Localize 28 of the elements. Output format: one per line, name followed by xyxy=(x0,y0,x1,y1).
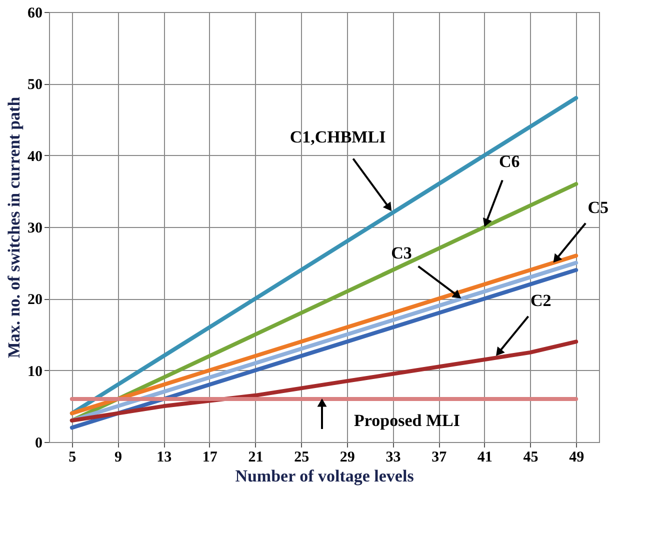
x-tick-label: 29 xyxy=(340,450,355,466)
x-tick-label: 25 xyxy=(294,450,310,466)
annotation: C3 xyxy=(391,244,412,263)
y-tick-label: 20 xyxy=(28,292,42,308)
x-tick-label: 45 xyxy=(523,450,538,466)
annotation: C5 xyxy=(588,198,609,217)
x-tick-label: 17 xyxy=(202,450,218,466)
x-tick-label: 21 xyxy=(248,450,264,466)
annotation: C1,CHBMLI xyxy=(290,128,386,147)
y-axis-title: Max. no. of switches in current path xyxy=(4,96,24,358)
annotation: Proposed MLI xyxy=(354,411,460,430)
x-tick-label: 9 xyxy=(114,450,122,466)
y-tick-label: 10 xyxy=(28,364,42,380)
x-tick-label: 33 xyxy=(386,450,401,466)
x-tick-label: 37 xyxy=(432,450,448,466)
y-tick-label: 30 xyxy=(28,220,42,236)
x-tick-label: 49 xyxy=(569,450,584,466)
y-tick-label: 60 xyxy=(28,6,42,22)
annotation: C6 xyxy=(499,152,520,171)
x-axis-title: Number of voltage levels xyxy=(235,466,414,486)
y-tick-label: 0 xyxy=(35,436,42,452)
x-tick-label: 41 xyxy=(477,450,492,466)
line-series xyxy=(70,96,578,416)
y-tick-label: 50 xyxy=(28,77,42,94)
annotation: C2 xyxy=(530,291,552,310)
x-tick-label: 13 xyxy=(156,450,172,466)
x-tick-label: 5 xyxy=(68,450,76,466)
y-tick-label: 40 xyxy=(28,148,42,165)
